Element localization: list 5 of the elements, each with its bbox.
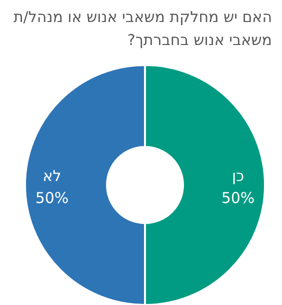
data-label: 50% xyxy=(221,189,255,207)
slice-label: לא xyxy=(42,167,62,185)
chart-title: האם יש מחלקת משאבי אנוש או מנהל/ת משאבי אנוש בחברתך? xyxy=(12,7,272,51)
data-label: 50% xyxy=(35,189,69,207)
slice-label: כן xyxy=(232,167,244,185)
